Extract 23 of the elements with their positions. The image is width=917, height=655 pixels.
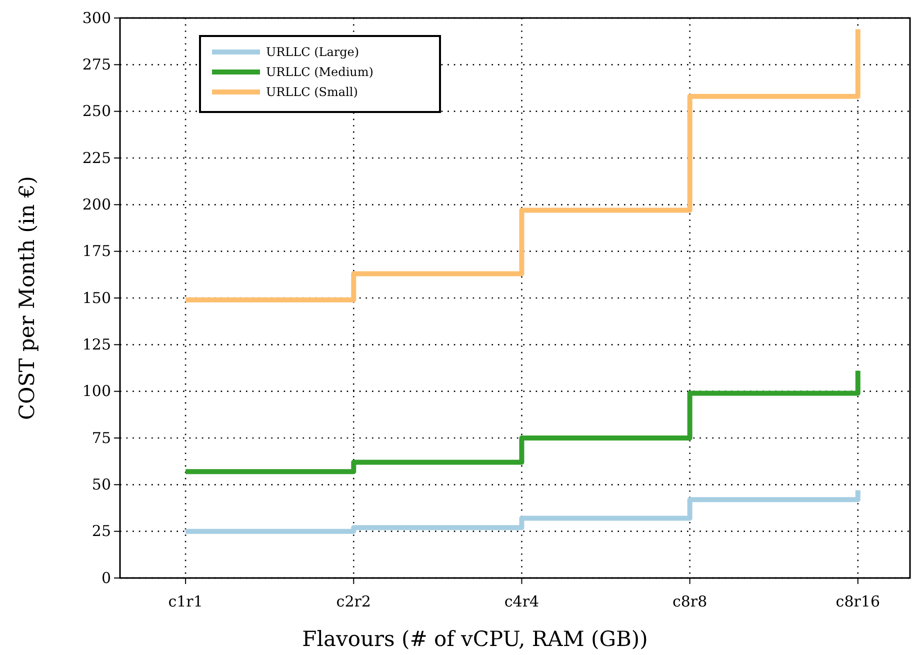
y-tick-label: 100 <box>82 382 111 400</box>
legend-label: URLLC (Large) <box>266 45 360 59</box>
x-tick-label: c8r8 <box>672 592 708 611</box>
y-tick-label: 275 <box>82 55 111 74</box>
x-tick-label: c1r1 <box>168 592 203 611</box>
y-tick-label: 175 <box>82 242 111 260</box>
y-tick-label: 225 <box>82 148 111 167</box>
y-tick-label: 300 <box>82 8 111 27</box>
x-tick-label: c2r2 <box>336 592 371 611</box>
y-tick-label: 50 <box>92 475 111 494</box>
y-tick-label: 75 <box>92 428 111 447</box>
y-tick-label: 25 <box>92 522 111 540</box>
x-tick-label: c8r16 <box>836 592 880 611</box>
legend-label: URLLC (Small) <box>266 85 358 99</box>
y-tick-label: 150 <box>82 288 111 307</box>
x-tick-label: c4r4 <box>504 592 540 611</box>
x-axis-title: Flavours (# of vCPU, RAM (GB)) <box>302 627 648 651</box>
y-axis-title: COST per Month (in €) <box>15 176 39 420</box>
y-tick-label: 250 <box>82 102 111 120</box>
y-tick-label: 125 <box>82 335 111 354</box>
legend-label: URLLC (Medium) <box>266 65 374 79</box>
y-tick-label: 200 <box>82 195 111 214</box>
y-tick-label: 0 <box>101 568 111 587</box>
